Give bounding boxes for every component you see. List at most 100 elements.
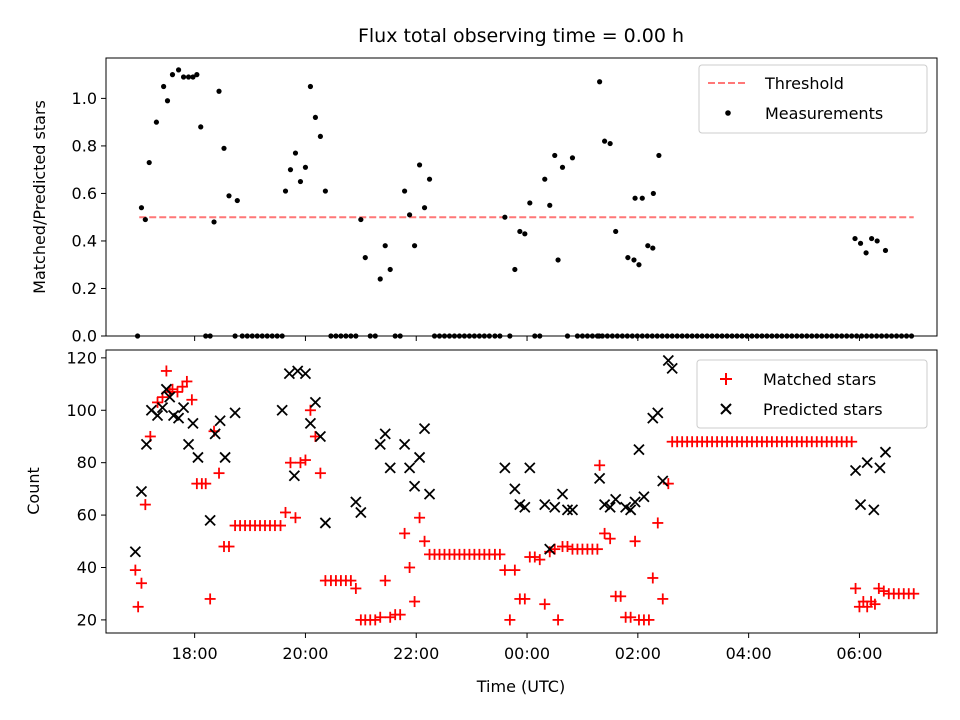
predicted-star-point xyxy=(849,464,862,477)
measurement-point xyxy=(169,72,176,78)
predicted-star-point xyxy=(309,396,322,409)
matched-star-point xyxy=(299,454,311,466)
measurement-point xyxy=(863,250,869,256)
predicted-star-point xyxy=(874,462,886,474)
matched-star-point xyxy=(314,467,326,479)
predicted-star-point xyxy=(160,383,173,395)
measurement-point xyxy=(406,212,413,218)
predicted-star-point xyxy=(524,462,536,474)
predicted-star-point xyxy=(556,488,569,500)
measurement-point xyxy=(302,164,309,170)
measurement-point xyxy=(317,133,323,140)
predicted-star-point xyxy=(519,501,531,513)
predicted-star-point xyxy=(219,451,231,464)
measurement-point xyxy=(226,193,232,199)
predicted-star-point xyxy=(861,457,873,469)
measurement-point xyxy=(421,205,428,211)
matched-star-point xyxy=(599,527,611,539)
matched-star-point xyxy=(350,582,362,594)
measurement-point xyxy=(287,167,294,173)
x-tick-label: 06:00 xyxy=(836,644,882,663)
top-x-axis xyxy=(194,336,860,341)
predicted-star-point xyxy=(209,428,221,440)
predicted-star-point xyxy=(403,462,416,474)
predicted-star-point xyxy=(350,496,362,508)
predicted-star-point xyxy=(633,443,645,456)
top-y-axis-title: Matched/Predicted stars xyxy=(30,100,49,294)
measurement-point xyxy=(416,162,423,168)
top-plot-marks xyxy=(134,67,915,339)
x-axis-title: Time (UTC) xyxy=(476,677,565,696)
predicted-star-point xyxy=(509,483,521,495)
predicted-star-point xyxy=(135,485,148,498)
measurement-point xyxy=(362,254,368,261)
bottom-plot-panel: 20 40 60 80 100 120 18:00 20:00 22:00 00:00 02:00… xyxy=(24,348,938,696)
bottom-y-tick-label: 40 xyxy=(77,558,97,577)
measurement-point xyxy=(198,124,204,130)
measurement-point xyxy=(161,83,167,90)
measurement-point xyxy=(377,276,383,282)
measurement-point xyxy=(852,235,858,242)
measurement-point xyxy=(221,145,227,151)
matched-star-point xyxy=(494,548,506,560)
bottom-plot-marks xyxy=(129,354,920,626)
predicted-star-point xyxy=(288,470,300,482)
measurement-point xyxy=(307,83,314,90)
measurement-point xyxy=(146,159,152,166)
bottom-y-tick-label: 60 xyxy=(77,506,97,525)
matched-star-point xyxy=(213,467,225,479)
top-y-tick-label: 0.4 xyxy=(72,231,97,250)
matched-star-point xyxy=(369,614,381,626)
bottom-legend-box xyxy=(696,359,928,429)
measurement-point xyxy=(402,188,408,194)
predicted-star-point xyxy=(638,491,650,503)
predicted-star-point xyxy=(539,498,551,511)
predicted-star-point xyxy=(625,504,637,516)
matched-star-point xyxy=(534,554,546,566)
measurement-point xyxy=(632,195,638,201)
predicted-star-point xyxy=(319,517,332,529)
matched-star-point xyxy=(647,572,659,584)
predicted-star-point xyxy=(204,514,216,526)
measurement-point xyxy=(569,155,576,161)
measurement-point xyxy=(185,74,192,80)
predicted-star-point xyxy=(652,407,664,419)
matched-star-point xyxy=(160,365,172,377)
measurement-point xyxy=(190,74,196,80)
x-tick-label: 04:00 xyxy=(726,644,772,663)
predicted-star-point xyxy=(129,546,141,558)
matched-star-point xyxy=(629,535,641,547)
measurement-point xyxy=(542,176,548,182)
matched-star-point xyxy=(414,512,426,524)
top-y-tick-label: 0.2 xyxy=(72,279,97,298)
matched-star-point xyxy=(539,598,551,610)
predicted-star-point xyxy=(214,415,226,427)
matched-star-point xyxy=(152,396,164,408)
matched-star-point xyxy=(561,541,573,553)
predicted-star-point xyxy=(182,438,195,450)
matched-star-point xyxy=(200,478,212,490)
matched-star-point xyxy=(374,611,386,623)
predicted-star-point xyxy=(151,409,164,422)
predicted-star-point xyxy=(544,543,556,555)
predicted-star-point xyxy=(156,402,169,414)
matched-star-point xyxy=(275,520,287,532)
measurement-point xyxy=(234,197,240,204)
matched-star-point xyxy=(379,575,391,587)
matched-star-point xyxy=(615,590,627,602)
predicted-star-point xyxy=(854,498,867,511)
predicted-star-point xyxy=(418,422,431,435)
predicted-star-point xyxy=(355,506,367,519)
legend-threshold-label: Threshold xyxy=(764,74,844,93)
measurement-point xyxy=(164,98,171,104)
top-legend: Threshold Measurements xyxy=(698,64,928,134)
x-tick-label: 22:00 xyxy=(393,644,439,663)
measurement-point xyxy=(650,245,656,251)
matched-star-point xyxy=(399,527,411,539)
measurement-point xyxy=(322,188,328,194)
matched-star-point xyxy=(294,457,306,469)
predicted-star-point xyxy=(187,417,199,430)
predicted-star-point xyxy=(561,504,574,516)
bottom-y-axis: 20 40 60 80 100 120 xyxy=(66,348,106,629)
bottom-y-tick-label: 120 xyxy=(66,348,97,367)
